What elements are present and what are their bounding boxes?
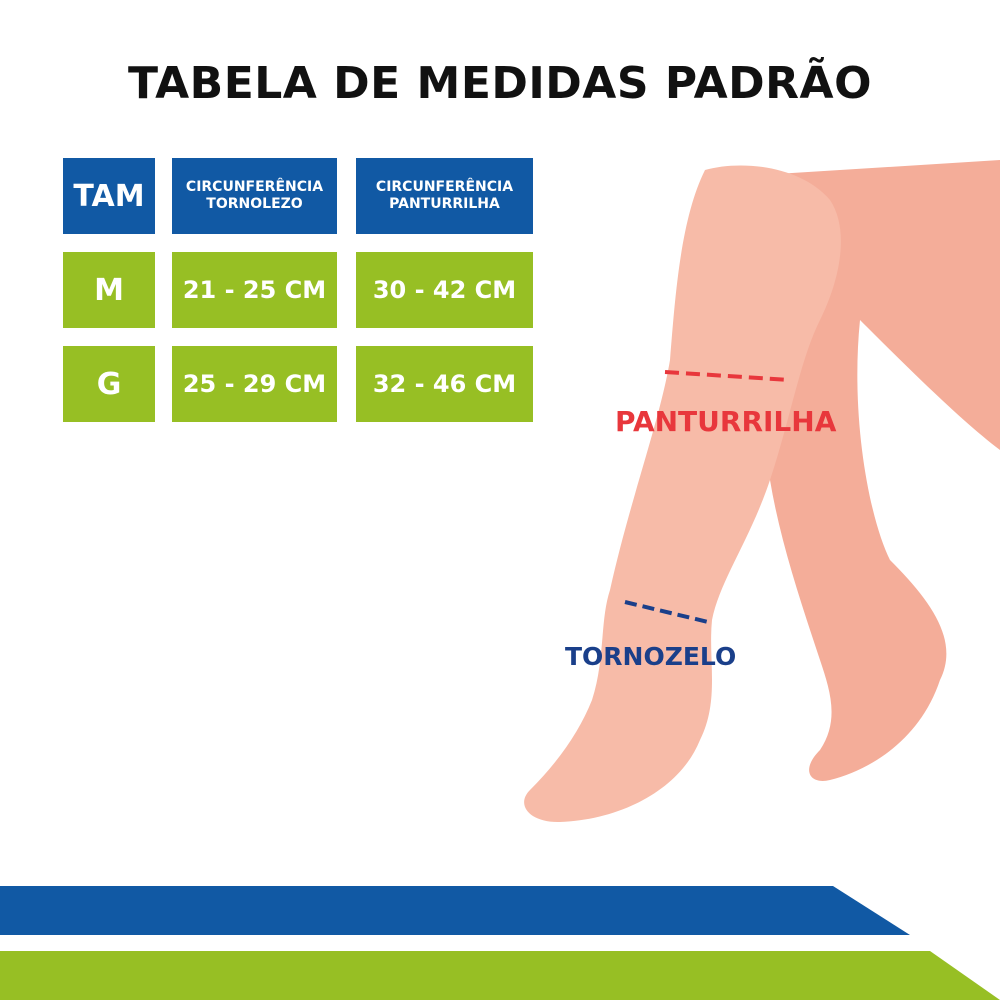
ankle-cell: 21 - 25 CM	[172, 252, 337, 328]
header-size: TAM	[63, 158, 155, 234]
ankle-measure-line	[624, 600, 709, 624]
ankle-label: TORNOZELO	[565, 642, 737, 671]
calf-cell: 30 - 42 CM	[356, 252, 533, 328]
header-ankle: CIRCUNFERÊNCIA TORNOLEZO	[172, 158, 337, 234]
calf-label: PANTURRILHA	[615, 405, 837, 438]
ankle-cell: 25 - 29 CM	[172, 346, 337, 422]
size-cell: G	[63, 346, 155, 422]
green-stripe	[0, 951, 1000, 1000]
header-calf: CIRCUNFERÊNCIA PANTURRILHA	[356, 158, 533, 234]
size-cell: M	[63, 252, 155, 328]
page-title: TABELA DE MEDIDAS PADRÃO	[128, 58, 872, 109]
front-leg	[524, 165, 841, 823]
calf-cell: 32 - 46 CM	[356, 346, 533, 422]
blue-stripe	[0, 886, 910, 935]
